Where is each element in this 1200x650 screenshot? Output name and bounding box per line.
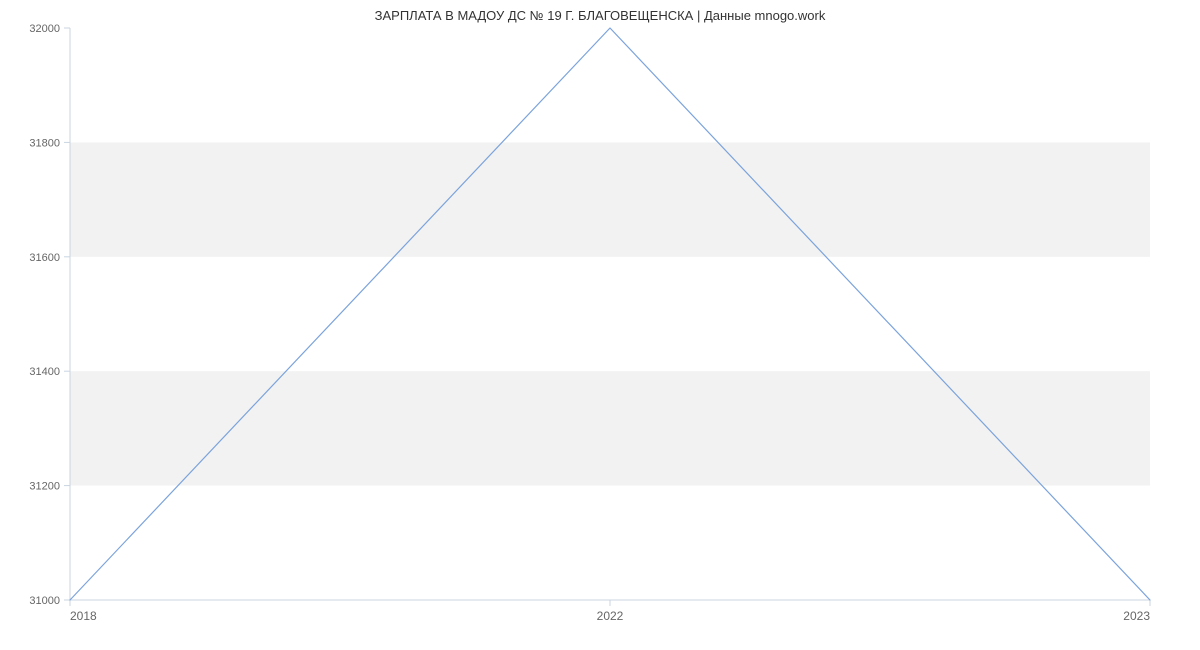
svg-text:31000: 31000 — [29, 595, 60, 607]
svg-text:31800: 31800 — [29, 137, 60, 149]
svg-text:2018: 2018 — [70, 609, 97, 623]
svg-text:31200: 31200 — [29, 481, 60, 493]
svg-text:31600: 31600 — [29, 252, 60, 264]
svg-text:2022: 2022 — [597, 609, 624, 623]
chart-svg: 31000 31200 31400 31600 31800 32000 2018 2022 20… — [0, 0, 1200, 650]
salary-chart: ЗАРПЛАТА В МАДОУ ДС № 19 Г. БЛАГОВЕЩЕНСК… — [0, 0, 1200, 650]
svg-text:32000: 32000 — [29, 23, 60, 35]
svg-text:31400: 31400 — [29, 366, 60, 378]
svg-text:2023: 2023 — [1123, 609, 1150, 623]
